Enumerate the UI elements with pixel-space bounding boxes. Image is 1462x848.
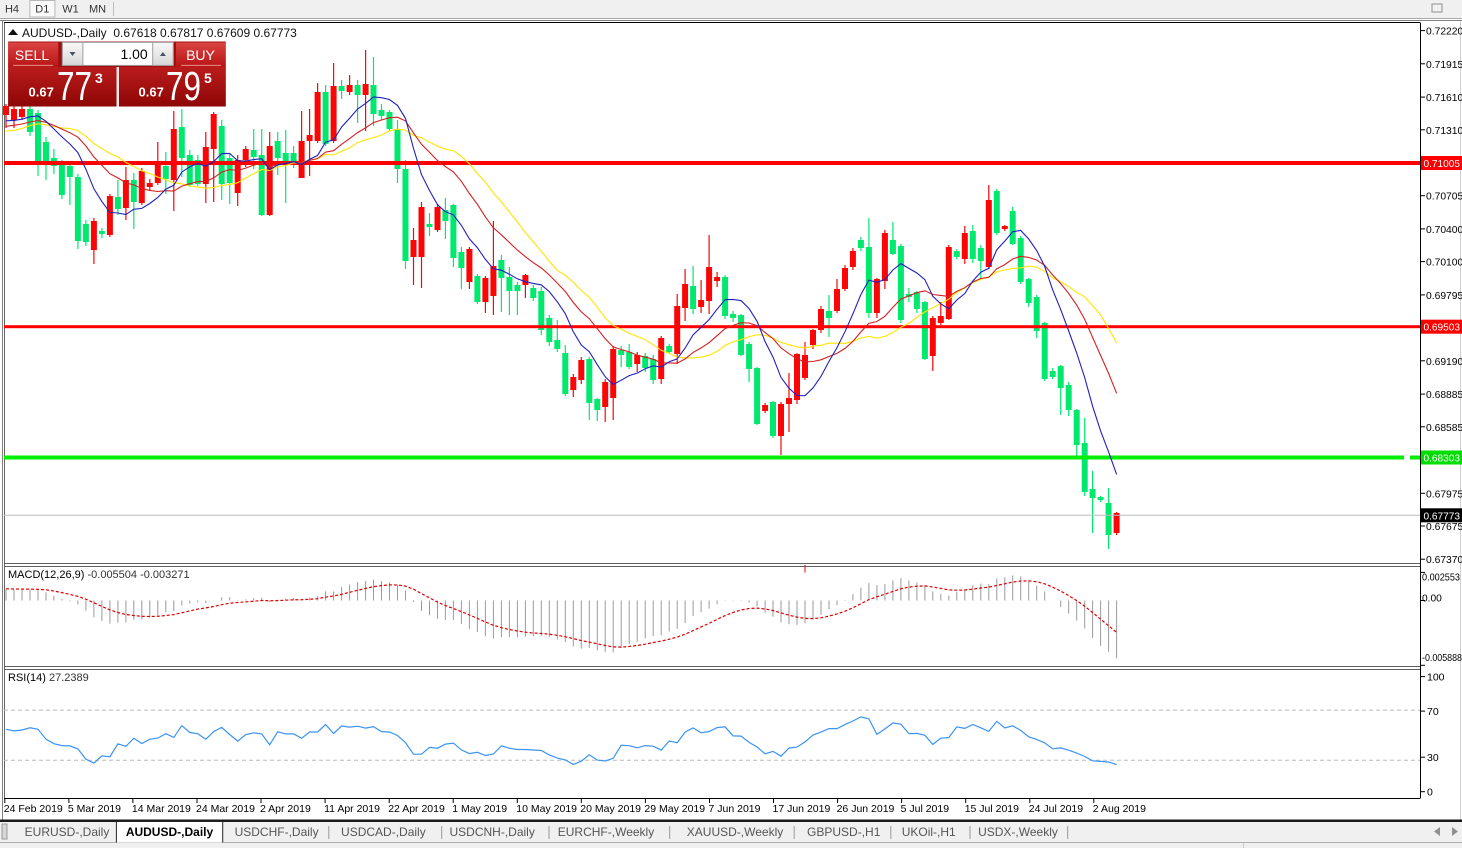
svg-text:7 Jun 2019: 7 Jun 2019 [709, 803, 761, 815]
svg-text:0.69795: 0.69795 [1426, 291, 1462, 302]
svg-text:EURCHF-,Weekly: EURCHF-,Weekly [558, 825, 654, 839]
svg-text:USDCHF-,Daily: USDCHF-,Daily [235, 825, 319, 839]
svg-text:17 Jun 2019: 17 Jun 2019 [773, 803, 831, 815]
svg-text:EURUSD-,Daily: EURUSD-,Daily [25, 825, 110, 839]
svg-text:0.70100: 0.70100 [1426, 258, 1462, 269]
svg-text:RSI(14) 27.2389: RSI(14) 27.2389 [8, 672, 89, 684]
svg-text:10 May 2019: 10 May 2019 [516, 803, 577, 815]
svg-text:15 Jul 2019: 15 Jul 2019 [965, 803, 1019, 815]
svg-text:1 May 2019: 1 May 2019 [452, 803, 507, 815]
svg-text:2 Aug 2019: 2 Aug 2019 [1093, 803, 1146, 815]
svg-text:0.71310: 0.71310 [1426, 126, 1462, 137]
svg-text:BUY: BUY [186, 47, 215, 63]
svg-text:20 May 2019: 20 May 2019 [580, 803, 641, 815]
svg-text:0.70400: 0.70400 [1426, 225, 1462, 236]
svg-text:5: 5 [204, 70, 212, 86]
svg-text:UKOil-,H1: UKOil-,H1 [902, 825, 956, 839]
svg-text:0.68885: 0.68885 [1426, 390, 1462, 401]
svg-text:30: 30 [1427, 752, 1439, 764]
svg-text:0.67370: 0.67370 [1426, 555, 1462, 566]
svg-text:W1: W1 [62, 4, 79, 16]
svg-text:2 Apr 2019: 2 Apr 2019 [260, 803, 311, 815]
svg-text:D1: D1 [35, 4, 49, 16]
svg-text:0.67: 0.67 [139, 85, 164, 100]
svg-text:0.72220: 0.72220 [1426, 27, 1462, 38]
svg-text:24 Jul 2019: 24 Jul 2019 [1029, 803, 1083, 815]
svg-text:0.67773: 0.67773 [1424, 511, 1461, 522]
svg-text:24 Mar 2019: 24 Mar 2019 [196, 803, 255, 815]
svg-text:5 Mar 2019: 5 Mar 2019 [68, 803, 121, 815]
svg-text:3: 3 [95, 70, 103, 86]
svg-text:0.70705: 0.70705 [1426, 192, 1462, 203]
svg-text:0.67975: 0.67975 [1426, 489, 1462, 500]
svg-text:USDCAD-,Daily: USDCAD-,Daily [341, 825, 426, 839]
svg-text:AUDUSD-,Daily 0.67618 0.67817: AUDUSD-,Daily 0.67618 0.67817 0.67609 0.… [22, 26, 297, 40]
svg-text:79: 79 [166, 63, 201, 109]
svg-text:0.69503: 0.69503 [1424, 323, 1461, 334]
svg-text:-0.005888: -0.005888 [1422, 653, 1462, 664]
svg-text:XAUUSD-,Weekly: XAUUSD-,Weekly [687, 825, 783, 839]
svg-text:22 Apr 2019: 22 Apr 2019 [388, 803, 445, 815]
svg-text:0.71915: 0.71915 [1426, 60, 1462, 71]
svg-text:0.68585: 0.68585 [1426, 423, 1462, 434]
svg-text:0.67675: 0.67675 [1426, 522, 1462, 533]
svg-text:0.002553: 0.002553 [1422, 572, 1460, 583]
svg-text:USDCNH-,Daily: USDCNH-,Daily [450, 825, 535, 839]
svg-text:0.68303: 0.68303 [1424, 454, 1461, 465]
svg-text:AUDUSD-,Daily: AUDUSD-,Daily [126, 825, 214, 839]
svg-text:0: 0 [1427, 787, 1433, 799]
svg-text:MN: MN [89, 4, 106, 16]
svg-text:MACD(12,26,9) -0.005504 -0.003: MACD(12,26,9) -0.005504 -0.003271 [8, 569, 190, 581]
svg-text:5 Jul 2019: 5 Jul 2019 [901, 803, 950, 815]
svg-text:11 Apr 2019: 11 Apr 2019 [324, 803, 380, 815]
svg-text:0.71005: 0.71005 [1424, 159, 1461, 170]
svg-text:0.71610: 0.71610 [1426, 93, 1462, 104]
svg-text:24 Feb 2019: 24 Feb 2019 [4, 803, 63, 815]
svg-text:0.67: 0.67 [29, 85, 54, 100]
svg-text:SELL: SELL [15, 47, 49, 63]
svg-text:100: 100 [1427, 672, 1445, 684]
svg-text:26 Jun 2019: 26 Jun 2019 [837, 803, 895, 815]
svg-text:GBPUSD-,H1: GBPUSD-,H1 [807, 825, 881, 839]
svg-text:29 May 2019: 29 May 2019 [644, 803, 705, 815]
svg-text:0.69190: 0.69190 [1426, 357, 1462, 368]
svg-text:H4: H4 [5, 4, 19, 16]
svg-text:USDX-,Weekly: USDX-,Weekly [978, 825, 1058, 839]
svg-text:70: 70 [1427, 706, 1439, 718]
svg-text:0.00: 0.00 [1422, 593, 1442, 604]
svg-text:1.00: 1.00 [120, 46, 147, 62]
svg-text:77: 77 [57, 63, 92, 109]
svg-text:14 Mar 2019: 14 Mar 2019 [132, 803, 191, 815]
